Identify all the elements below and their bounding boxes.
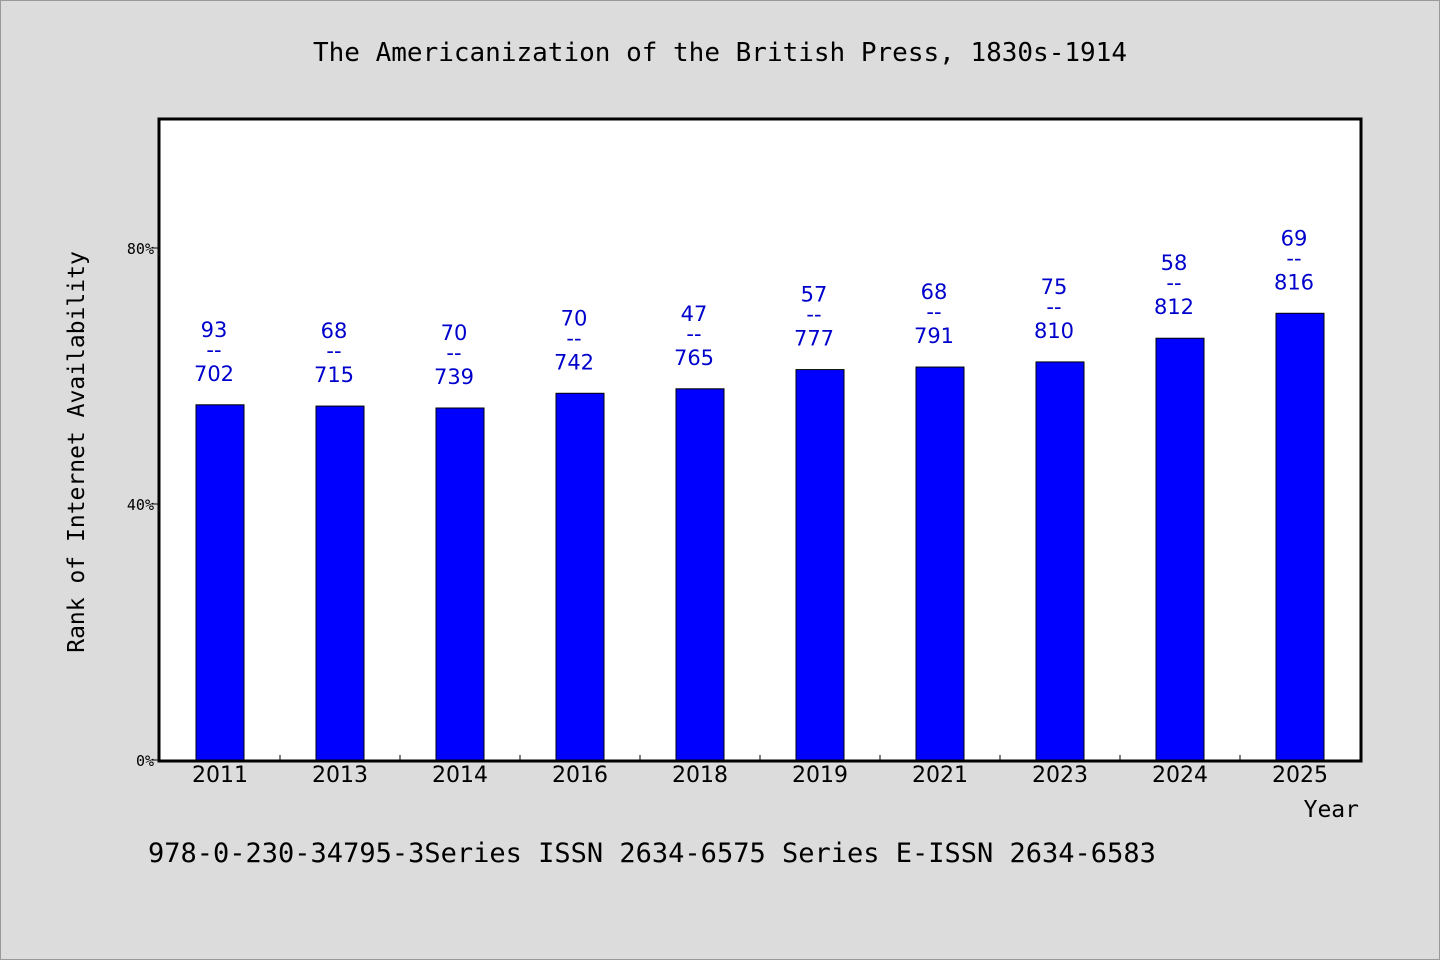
data-label-separator: -- xyxy=(326,339,341,363)
bar xyxy=(555,392,605,761)
bar xyxy=(195,404,245,761)
y-axis-title: Rank of Internet Availability xyxy=(64,251,90,653)
data-label-bottom: 765 xyxy=(674,346,714,370)
data-label-top: 70 xyxy=(561,306,588,330)
data-label-bottom: 791 xyxy=(914,324,954,348)
data-label-bottom: 742 xyxy=(554,350,594,374)
data-label-bottom: 715 xyxy=(314,363,354,387)
data-label-separator: -- xyxy=(1286,246,1301,270)
data-label-top: 68 xyxy=(921,280,948,304)
y-tick-label: 0% xyxy=(136,752,154,770)
bar xyxy=(1035,361,1085,761)
data-label-top: 58 xyxy=(1161,251,1188,275)
data-label-separator: -- xyxy=(566,326,581,350)
x-tick-label: 2013 xyxy=(312,763,368,788)
data-labels: 93--70268--71570--73970--74247--76557--7… xyxy=(194,226,1314,389)
x-axis-ticks: 2011 2013 2014 2016 2018 2019 2021 2023 2024 2025 xyxy=(192,755,1328,788)
y-tick-label: 40% xyxy=(127,496,154,514)
data-label-top: 75 xyxy=(1041,275,1068,299)
bar xyxy=(435,407,485,761)
x-axis-title: Year xyxy=(1304,797,1359,823)
x-tick-label: 2018 xyxy=(672,763,728,788)
data-label-separator: -- xyxy=(686,322,701,346)
data-label-separator: -- xyxy=(206,338,221,362)
data-label-bottom: 812 xyxy=(1154,295,1194,319)
data-label-bottom: 777 xyxy=(794,327,834,351)
data-label-top: 47 xyxy=(681,302,708,326)
data-label-top: 68 xyxy=(321,319,348,343)
data-label-separator: -- xyxy=(1046,295,1061,319)
bar xyxy=(915,366,965,761)
data-label-bottom: 816 xyxy=(1274,270,1314,294)
y-axis-ticks: 0% 40% 80% xyxy=(127,240,160,770)
data-label-bottom: 739 xyxy=(434,365,474,389)
data-label-separator: -- xyxy=(806,303,821,327)
bar xyxy=(675,388,725,761)
data-label-separator: -- xyxy=(446,341,461,365)
chart-title: The Americanization of the British Press… xyxy=(313,38,1127,68)
data-label-separator: -- xyxy=(1166,271,1181,295)
y-tick-label: 80% xyxy=(127,240,154,258)
data-label-top: 57 xyxy=(801,283,828,307)
data-label-top: 69 xyxy=(1281,226,1308,250)
data-label-bottom: 702 xyxy=(194,362,234,386)
x-tick-label: 2014 xyxy=(432,763,488,788)
x-tick-label: 2019 xyxy=(792,763,848,788)
bar xyxy=(315,405,365,761)
x-tick-label: 2011 xyxy=(192,763,248,788)
footer-isbn-issn: 978-0-230-34795-3Series ISSN 2634-6575 S… xyxy=(148,838,1156,869)
data-label-bottom: 810 xyxy=(1034,319,1074,343)
x-tick-label: 2016 xyxy=(552,763,608,788)
bar-series xyxy=(195,312,1325,761)
data-label-top: 93 xyxy=(201,318,228,342)
x-tick-label: 2025 xyxy=(1272,763,1328,788)
bar xyxy=(1275,312,1325,761)
x-tick-label: 2023 xyxy=(1032,763,1088,788)
data-label-top: 70 xyxy=(441,321,468,345)
data-label-separator: -- xyxy=(926,300,941,324)
x-tick-label: 2021 xyxy=(912,763,968,788)
bar xyxy=(795,369,845,761)
x-tick-label: 2024 xyxy=(1152,763,1208,788)
bar xyxy=(1155,337,1205,761)
